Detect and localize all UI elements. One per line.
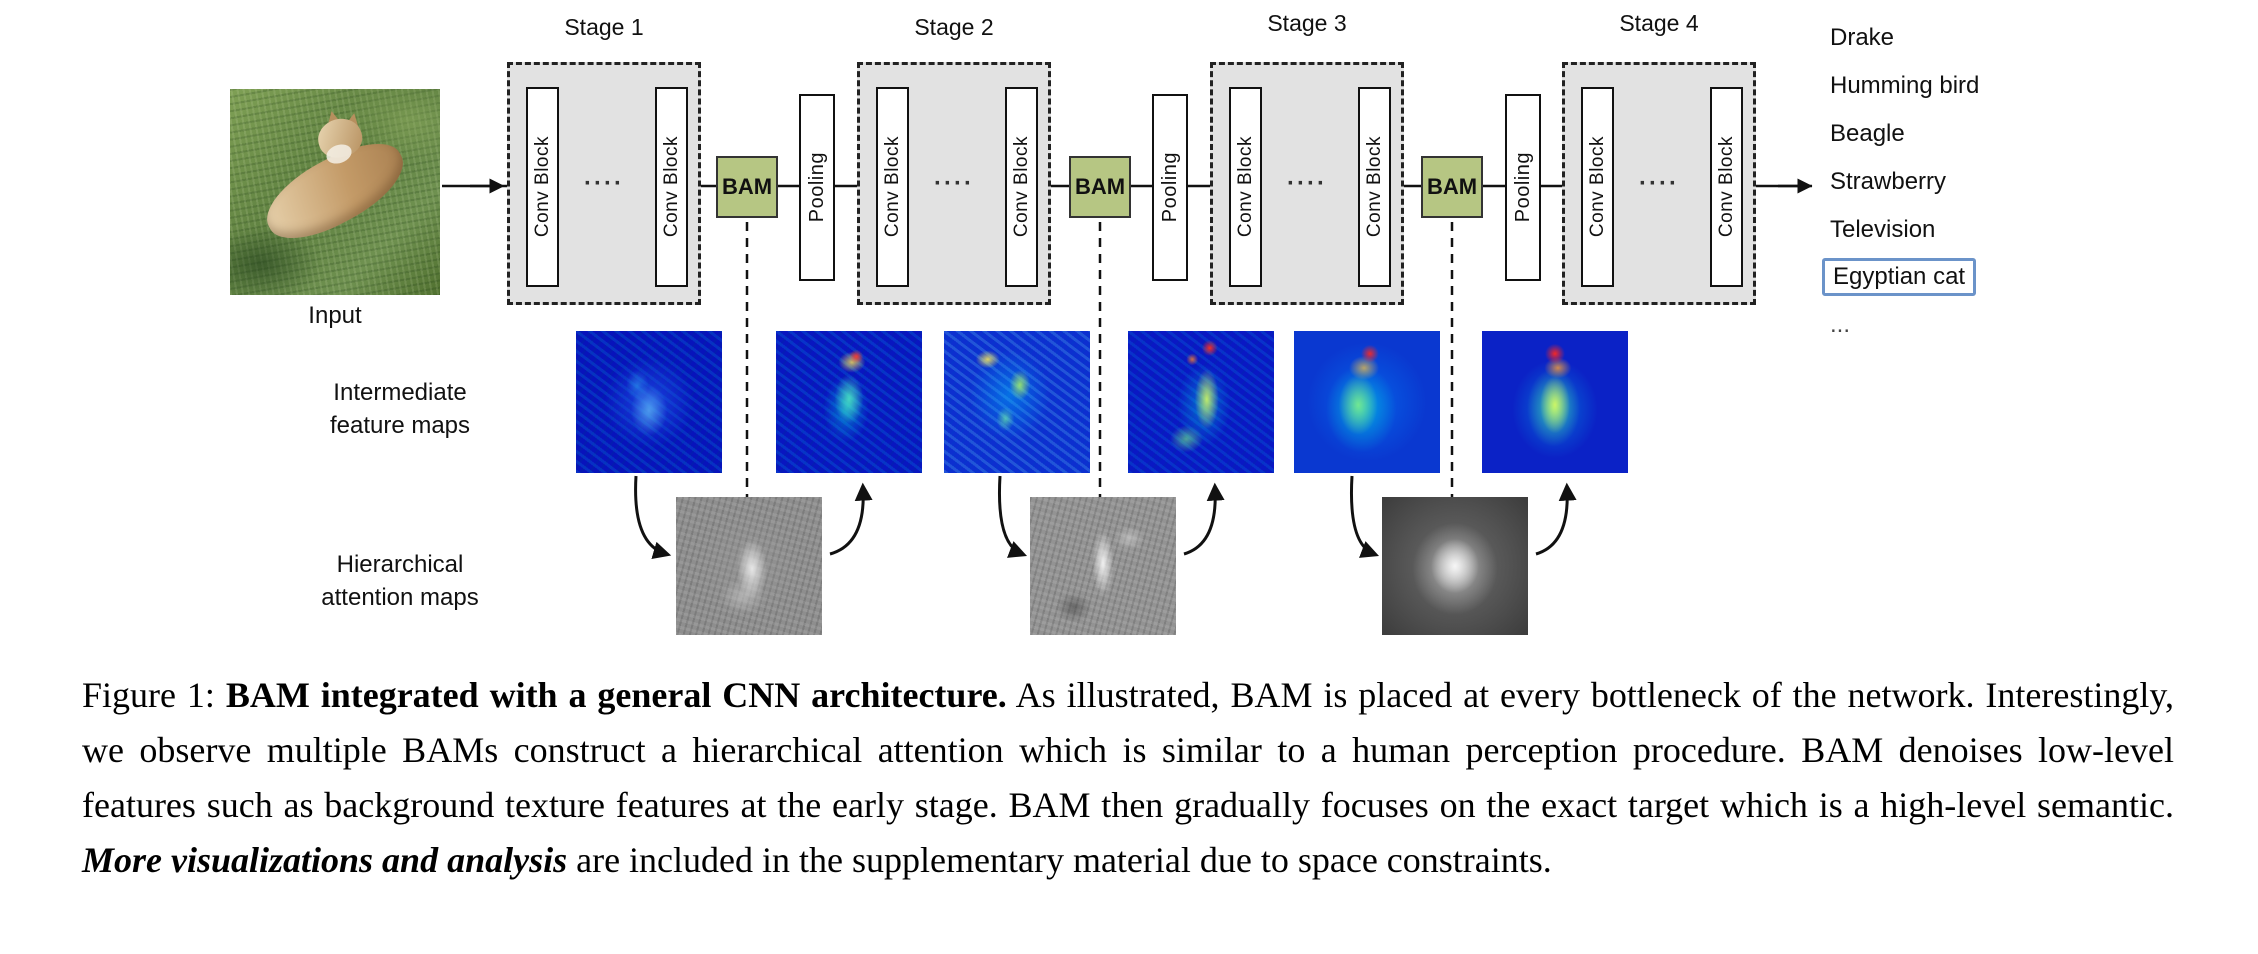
feature-map-5 (1294, 331, 1440, 473)
bam-module-1: BAM (716, 156, 778, 218)
caption-body: As illustrated, BAM is placed at every b… (82, 675, 2174, 825)
conv-block: Conv Block (1581, 87, 1614, 287)
conv-block: Conv Block (1005, 87, 1038, 287)
prediction-strawberry: Strawberry (1830, 168, 1947, 195)
prediction-list: Drake Humming bird Beagle Strawberry Tel… (1822, 24, 1980, 339)
stage-2-box: Conv Block ···· Conv Block (857, 62, 1051, 305)
attention-maps-label-line2: attention maps (321, 584, 479, 611)
caption-bold-italic: More visualizations and analysis (82, 840, 568, 880)
conv-block-label: Conv Block (1010, 136, 1032, 238)
stage-1-label: Stage 1 (564, 14, 644, 40)
conv-block: Conv Block (526, 87, 559, 287)
attention-map-2 (1030, 497, 1176, 635)
conv-block: Conv Block (1229, 87, 1262, 287)
bam-module-2: BAM (1069, 156, 1131, 218)
stage-4-box: Conv Block ···· Conv Block (1562, 62, 1756, 305)
conv-dots: ···· (1287, 169, 1327, 197)
caption-bold-title: BAM integrated with a general CNN archit… (225, 675, 1007, 715)
pooling-label: Pooling (805, 152, 828, 223)
pooling-label: Pooling (1511, 152, 1534, 223)
attention-maps-label: Hierarchical attention maps (260, 548, 540, 614)
conv-block: Conv Block (1358, 87, 1391, 287)
prediction-beagle: Beagle (1830, 120, 1905, 147)
input-image (230, 89, 440, 295)
feature-map-1 (576, 331, 722, 473)
feature-map-2 (776, 331, 922, 473)
feature-maps-label-line1: Intermediate (333, 379, 467, 406)
conv-block-label: Conv Block (1363, 136, 1385, 238)
stage-2-label: Stage 2 (914, 14, 994, 40)
prediction-humming-bird: Humming bird (1830, 72, 1980, 99)
feature-map-3 (944, 331, 1090, 473)
pooling-3: Pooling (1505, 94, 1541, 281)
conv-block: Conv Block (876, 87, 909, 287)
conv-block-label: Conv Block (1586, 136, 1608, 238)
pooling-2: Pooling (1152, 94, 1188, 281)
conv-block: Conv Block (655, 87, 688, 287)
conv-dots: ···· (934, 169, 974, 197)
stage-1-box: Conv Block ···· Conv Block (507, 62, 701, 305)
feature-map-4 (1128, 331, 1274, 473)
stage-3-box: Conv Block ···· Conv Block (1210, 62, 1404, 305)
prediction-egyptian-cat-highlighted: Egyptian cat (1822, 258, 1977, 296)
conv-block-label: Conv Block (1715, 136, 1737, 238)
prediction-ellipsis: ... (1830, 311, 1851, 338)
feature-maps-label: Intermediate feature maps (260, 376, 540, 442)
feature-map-6 (1482, 331, 1628, 473)
attention-map-3 (1382, 497, 1528, 635)
conv-block-label: Conv Block (660, 136, 682, 238)
feature-maps-label-line2: feature maps (329, 412, 471, 439)
pooling-1: Pooling (799, 94, 835, 281)
attention-map-1 (676, 497, 822, 635)
figure-caption: Figure 1: BAM integrated with a general … (82, 668, 2174, 888)
conv-dots: ···· (1639, 169, 1679, 197)
bam-module-3: BAM (1421, 156, 1483, 218)
attention-maps-label-line1: Hierarchical (336, 551, 464, 578)
conv-block-label: Conv Block (1234, 136, 1256, 238)
conv-block-label: Conv Block (881, 136, 903, 238)
prediction-drake: Drake (1830, 24, 1895, 51)
conv-block: Conv Block (1710, 87, 1743, 287)
conv-dots: ···· (584, 169, 624, 197)
caption-prefix: Figure 1: (82, 675, 226, 715)
input-label: Input (308, 302, 362, 329)
stage-4-label: Stage 4 (1619, 10, 1699, 36)
conv-block-label: Conv Block (531, 136, 553, 238)
caption-suffix: are included in the supplementary materi… (567, 840, 1552, 880)
prediction-television: Television (1830, 216, 1936, 243)
stage-3-label: Stage 3 (1267, 10, 1347, 36)
pooling-label: Pooling (1158, 152, 1181, 223)
